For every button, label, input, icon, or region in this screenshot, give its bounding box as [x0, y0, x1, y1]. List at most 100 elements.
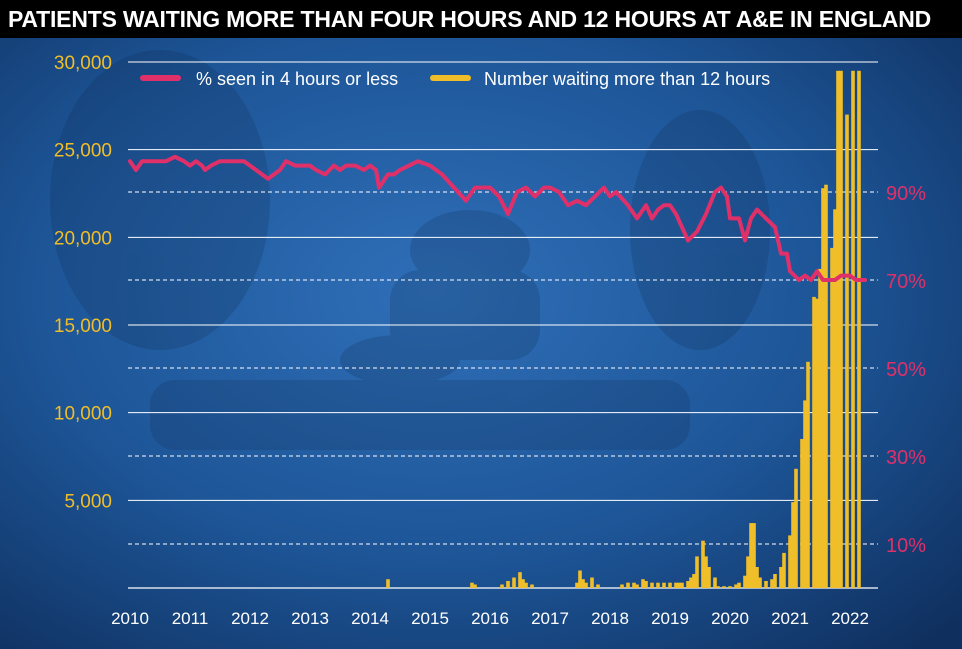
bar-29	[686, 581, 690, 588]
bar-34	[704, 556, 708, 588]
bar-58	[806, 361, 810, 588]
bar-57	[803, 400, 807, 588]
bar-53	[788, 535, 792, 588]
bar-6	[518, 572, 522, 588]
left-tick-label-0: 30,000	[54, 53, 112, 74]
bar-55	[794, 468, 798, 588]
bar-18	[632, 582, 636, 588]
bar-63	[824, 184, 828, 588]
bar-36	[713, 577, 717, 588]
left-tick-label-4: 10,000	[54, 404, 112, 425]
bar-43	[746, 556, 750, 588]
bar-19	[635, 584, 639, 588]
x-tick-label-9: 2019	[651, 609, 689, 628]
x-tick-label-12: 2022	[831, 609, 869, 628]
bar-65	[833, 209, 837, 589]
bar-15	[596, 584, 600, 588]
x-tick-label-4: 2014	[351, 609, 389, 628]
bar-47	[758, 577, 762, 588]
bar-0	[386, 579, 390, 588]
left-tick-label-5: 5,000	[64, 491, 112, 512]
bar-67	[839, 70, 843, 589]
bar-8	[524, 582, 528, 588]
bar-12	[581, 579, 585, 588]
line-series-path	[128, 154, 867, 282]
bar-39	[728, 586, 732, 588]
bar-13	[584, 582, 588, 588]
bar-41	[737, 582, 741, 588]
right-tick-label-4: 10%	[886, 535, 926, 557]
right-tick-label-3: 30%	[886, 447, 926, 469]
bar-2	[473, 584, 477, 588]
bar-31	[692, 574, 696, 588]
line-series	[128, 154, 867, 282]
bar-40	[734, 584, 738, 588]
bar-50	[773, 574, 777, 588]
background-photo-silhouettes	[50, 50, 770, 450]
chart-title: PATIENTS WAITING MORE THAN FOUR HOURS AN…	[0, 0, 962, 38]
left-tick-label-2: 20,000	[54, 228, 112, 249]
x-tick-label-6: 2016	[471, 609, 509, 628]
bar-21	[644, 581, 648, 588]
bar-61	[818, 268, 822, 588]
right-axis-ticks: 90% 70% 50% 30% 10%	[886, 183, 926, 557]
bar-48	[764, 581, 768, 588]
bar-38	[722, 586, 726, 588]
bar-35	[707, 567, 711, 588]
bar-22	[650, 582, 654, 588]
bar-42	[743, 575, 747, 588]
bar-25	[668, 582, 672, 588]
bar-44	[749, 523, 753, 588]
bar-17	[626, 582, 630, 588]
bar-70	[857, 70, 861, 589]
x-tick-label-5: 2015	[411, 609, 449, 628]
bar-series	[386, 70, 861, 589]
legend-bar-label: Number waiting more than 12 hours	[484, 69, 770, 89]
bar-69	[851, 70, 855, 589]
x-tick-label-3: 2013	[291, 609, 329, 628]
bar-11	[578, 570, 582, 588]
x-tick-label-2: 2012	[231, 609, 269, 628]
bar-30	[689, 577, 693, 588]
bar-56	[800, 439, 804, 588]
x-tick-label-8: 2018	[591, 609, 629, 628]
bar-9	[530, 584, 534, 588]
bar-62	[821, 188, 825, 588]
bar-10	[575, 582, 579, 588]
bar-66	[836, 70, 840, 589]
bar-24	[662, 582, 666, 588]
bar-23	[656, 582, 660, 588]
bar-3	[500, 584, 504, 588]
legend: % seen in 4 hours or less Number waiting…	[140, 69, 770, 89]
x-tick-label-7: 2017	[531, 609, 569, 628]
bar-64	[830, 247, 834, 588]
x-tick-label-11: 2021	[771, 609, 809, 628]
bar-45	[752, 523, 756, 588]
bar-26	[674, 582, 678, 588]
right-tick-label-1: 70%	[886, 271, 926, 293]
bar-28	[680, 582, 684, 588]
right-tick-label-2: 50%	[886, 359, 926, 381]
bar-37	[716, 586, 720, 588]
x-tick-label-1: 2011	[172, 609, 209, 628]
bar-1	[470, 582, 474, 588]
bar-20	[641, 579, 645, 588]
bar-52	[782, 552, 786, 588]
bar-14	[590, 577, 594, 588]
bar-4	[506, 581, 510, 588]
x-axis-ticks: 2010 2011 2012 2013 2014 2015 2016 2017 2018 2019…	[111, 609, 869, 628]
left-axis-ticks: 30,000 25,000 20,000 15,000 10,000 5,000	[54, 53, 112, 512]
bar-7	[521, 579, 525, 588]
bar-60	[815, 298, 819, 588]
bar-68	[845, 114, 849, 588]
bar-54	[791, 502, 795, 588]
bar-32	[695, 556, 699, 588]
bar-16	[620, 584, 624, 588]
bar-59	[812, 296, 816, 588]
bar-33	[701, 540, 705, 588]
bar-27	[677, 582, 681, 588]
bar-5	[512, 577, 516, 588]
x-tick-label-10: 2020	[711, 609, 749, 628]
x-tick-label-0: 2010	[111, 609, 149, 628]
